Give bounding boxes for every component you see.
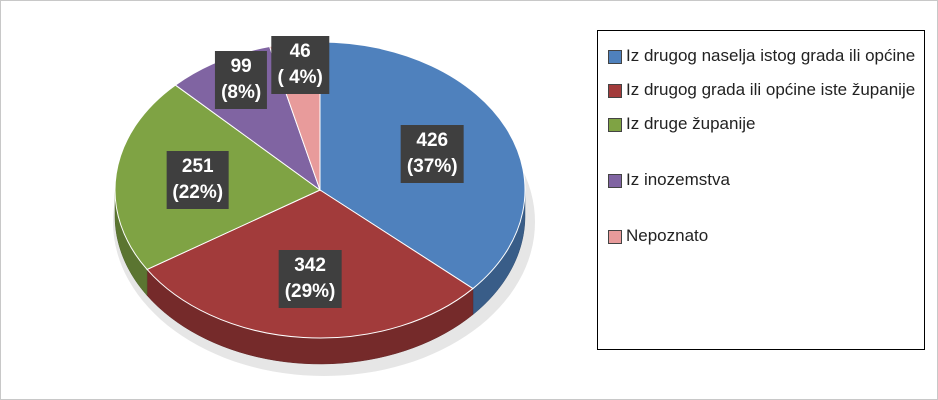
legend-label: Iz druge županije (626, 114, 756, 133)
legend-swatch (608, 50, 622, 64)
data-label: 426 (37%) (400, 124, 464, 183)
data-label: 99 (8%) (215, 50, 268, 109)
data-label: 342 (29%) (278, 249, 342, 308)
legend-label: Iz drugog grada ili općine iste županije (626, 80, 916, 99)
legend-swatch (608, 118, 622, 132)
legend-label: Nepoznato (626, 226, 709, 245)
data-label: 46 ( 4%) (271, 36, 329, 95)
legend: Iz drugog naselja istog grada ili općine… (597, 30, 925, 350)
data-label: 251 (22%) (166, 151, 230, 210)
legend-label: Iz inozemstva (626, 170, 730, 189)
legend-swatch (608, 84, 622, 98)
legend-item: Nepoznato (608, 223, 916, 249)
legend-item: Iz drugog grada ili općine iste županije (608, 77, 916, 103)
legend-item: Iz druge županije (608, 111, 916, 137)
legend-label: Iz drugog naselja istog grada ili općine (626, 46, 916, 65)
legend-swatch (608, 230, 622, 244)
legend-swatch (608, 174, 622, 188)
legend-item: Iz drugog naselja istog grada ili općine (608, 43, 916, 69)
legend-item: Iz inozemstva (608, 167, 916, 193)
